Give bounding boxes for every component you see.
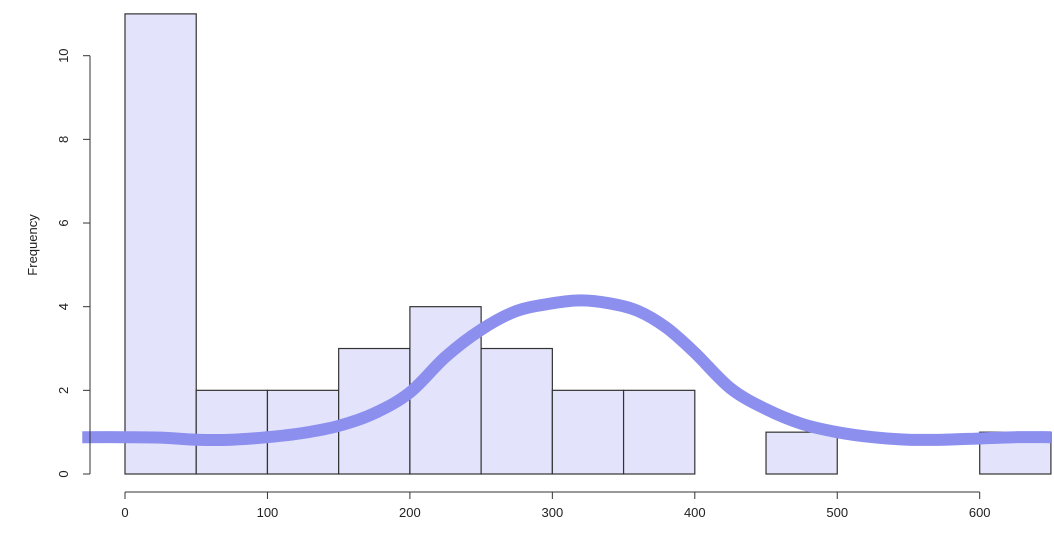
- histogram-bar: [124, 13, 197, 475]
- x-tick-label: 100: [257, 505, 279, 520]
- y-tick-label: 8: [56, 136, 71, 143]
- x-axis: 0 100 200 300 400 500 600: [121, 491, 991, 520]
- y-tick-label: 4: [56, 303, 71, 310]
- x-tick-label: 400: [684, 505, 706, 520]
- y-tick-label: 2: [56, 387, 71, 394]
- x-tick-label: 600: [969, 505, 991, 520]
- histogram-bar: [480, 347, 553, 475]
- y-axis: 0 2 4 6 8 10: [56, 48, 91, 478]
- histogram-bar: [195, 389, 269, 475]
- x-tick-label: 500: [826, 505, 848, 520]
- x-tick-label: 0: [121, 505, 128, 520]
- histogram-bar: [622, 389, 696, 475]
- x-tick-label: 300: [541, 505, 563, 520]
- y-tick-label: 0: [56, 470, 71, 477]
- y-tick-label: 6: [56, 219, 71, 226]
- curve-layer: [82, 294, 1051, 446]
- y-tick-label: 10: [56, 48, 71, 62]
- y-axis-title: Frequency: [25, 214, 40, 276]
- histogram-bar: [551, 389, 625, 475]
- x-tick-label: 200: [399, 505, 421, 520]
- overlay-curve-line: [82, 294, 1051, 446]
- bars-layer: [124, 13, 1052, 475]
- histogram-bar: [765, 431, 838, 475]
